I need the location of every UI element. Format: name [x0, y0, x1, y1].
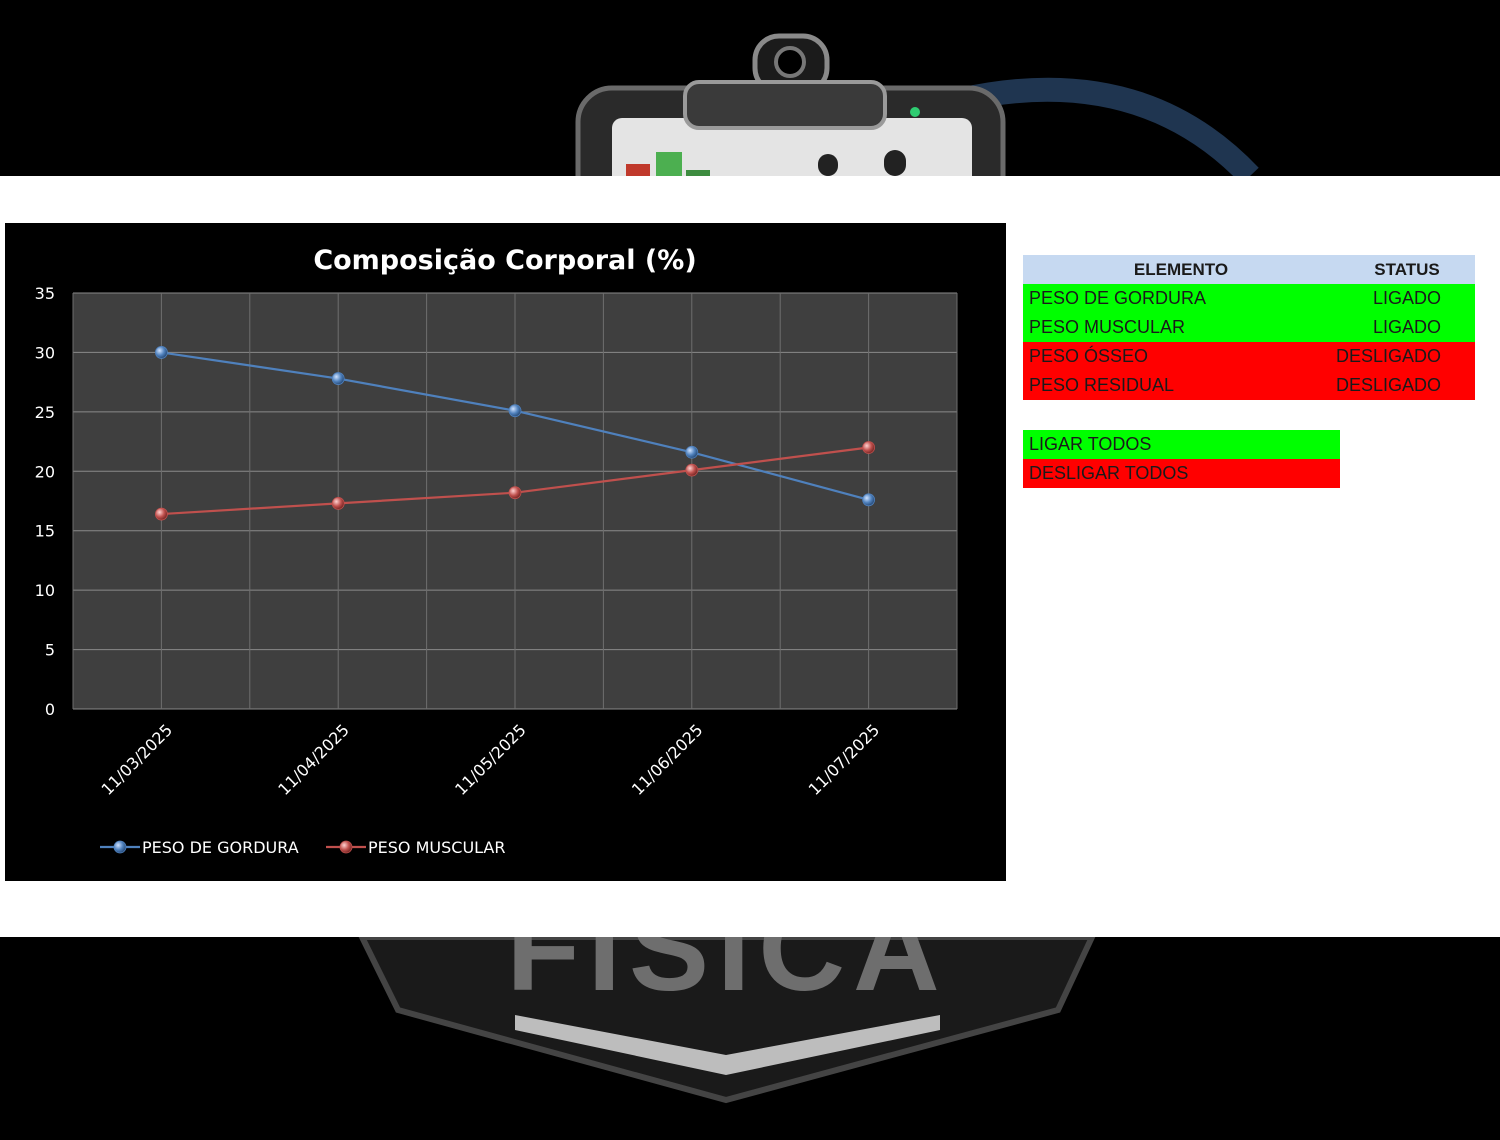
row-element: PESO ÓSSEO — [1029, 346, 1149, 366]
paper-bar-green-2 — [686, 170, 710, 176]
status-row-fat[interactable]: PESO DE GORDURA LIGADO — [1023, 284, 1475, 313]
chart-title: Composição Corporal (%) — [313, 245, 696, 276]
clipboard-led — [910, 107, 920, 117]
series-lines — [154, 346, 875, 521]
x-tick-label: 11/07/2025 — [805, 720, 884, 799]
data-point — [508, 486, 522, 500]
badge-shield — [357, 934, 1097, 1104]
legend-label: PESO MUSCULAR — [368, 838, 506, 857]
grid-lines — [72, 292, 958, 710]
legend-label: PESO DE GORDURA — [142, 838, 299, 857]
row-element: PESO RESIDUAL — [1029, 375, 1175, 395]
paper-bar-green — [656, 152, 682, 176]
status-row-muscle[interactable]: PESO MUSCULAR LIGADO — [1023, 313, 1475, 342]
row-status: LIGADO — [1372, 288, 1441, 308]
y-tick-label: 5 — [45, 641, 55, 660]
y-tick-label: 10 — [35, 581, 55, 600]
turn-all-off-button[interactable]: DESLIGAR TODOS — [1023, 459, 1340, 488]
row-status: DESLIGADO — [1335, 346, 1441, 366]
line-chart: Composição Corporal (%) 0 5 10 15 20 25 30 35 1… — [35, 245, 958, 857]
status-row-bone[interactable]: PESO ÓSSEO DESLIGADO — [1023, 342, 1475, 371]
data-point — [862, 493, 875, 507]
legend: PESO DE GORDURA PESO MUSCULAR — [100, 838, 506, 857]
y-tick-label: 30 — [35, 343, 55, 362]
header-status: STATUS — [1374, 260, 1440, 279]
clipboard-clip-hole — [774, 46, 806, 78]
status-table: ELEMENTO STATUS PESO DE GORDURA LIGADO P… — [1023, 255, 1475, 400]
data-point — [862, 441, 875, 454]
y-tick-label: 35 — [35, 284, 55, 303]
clipboard-clip — [683, 80, 887, 130]
x-tick-label: 11/03/2025 — [98, 720, 177, 799]
x-axis-ticks: 11/03/2025 11/04/2025 11/05/2025 11/06/2025… — [98, 720, 884, 799]
legend-marker — [113, 840, 127, 854]
paper-mark-2 — [884, 150, 906, 176]
turn-all-on-button[interactable]: LIGAR TODOS — [1023, 430, 1340, 459]
row-element: PESO DE GORDURA — [1029, 288, 1207, 308]
y-axis-ticks: 0 5 10 15 20 25 30 35 — [35, 284, 55, 719]
data-point — [331, 372, 345, 385]
data-point — [685, 445, 699, 459]
chart-panel: Composição Corporal (%) 0 5 10 15 20 25 30 35 1… — [5, 223, 1006, 881]
data-point — [508, 404, 522, 418]
data-point — [154, 346, 168, 359]
x-tick-label: 11/04/2025 — [274, 720, 353, 799]
y-tick-label: 25 — [35, 403, 55, 422]
status-table-header: ELEMENTO STATUS — [1023, 255, 1475, 284]
row-status: LIGADO — [1372, 317, 1441, 337]
status-row-residual[interactable]: PESO RESIDUAL DESLIGADO — [1023, 371, 1475, 400]
x-tick-label: 11/05/2025 — [451, 720, 530, 799]
row-status: DESLIGADO — [1335, 375, 1441, 395]
lanyard-strap — [957, 77, 1259, 185]
y-tick-label: 0 — [45, 700, 55, 719]
x-tick-label: 11/06/2025 — [628, 720, 707, 799]
data-point — [154, 507, 168, 521]
paper-mark-1 — [818, 154, 838, 176]
row-element: PESO MUSCULAR — [1029, 317, 1186, 337]
data-point — [685, 463, 699, 477]
header-element: ELEMENTO — [1133, 260, 1229, 279]
badge-chevron — [515, 1015, 940, 1075]
paper-bar-red — [626, 164, 650, 176]
data-point — [331, 496, 345, 510]
y-tick-label: 20 — [35, 462, 55, 481]
legend-marker — [339, 840, 353, 854]
y-tick-label: 15 — [35, 522, 55, 541]
